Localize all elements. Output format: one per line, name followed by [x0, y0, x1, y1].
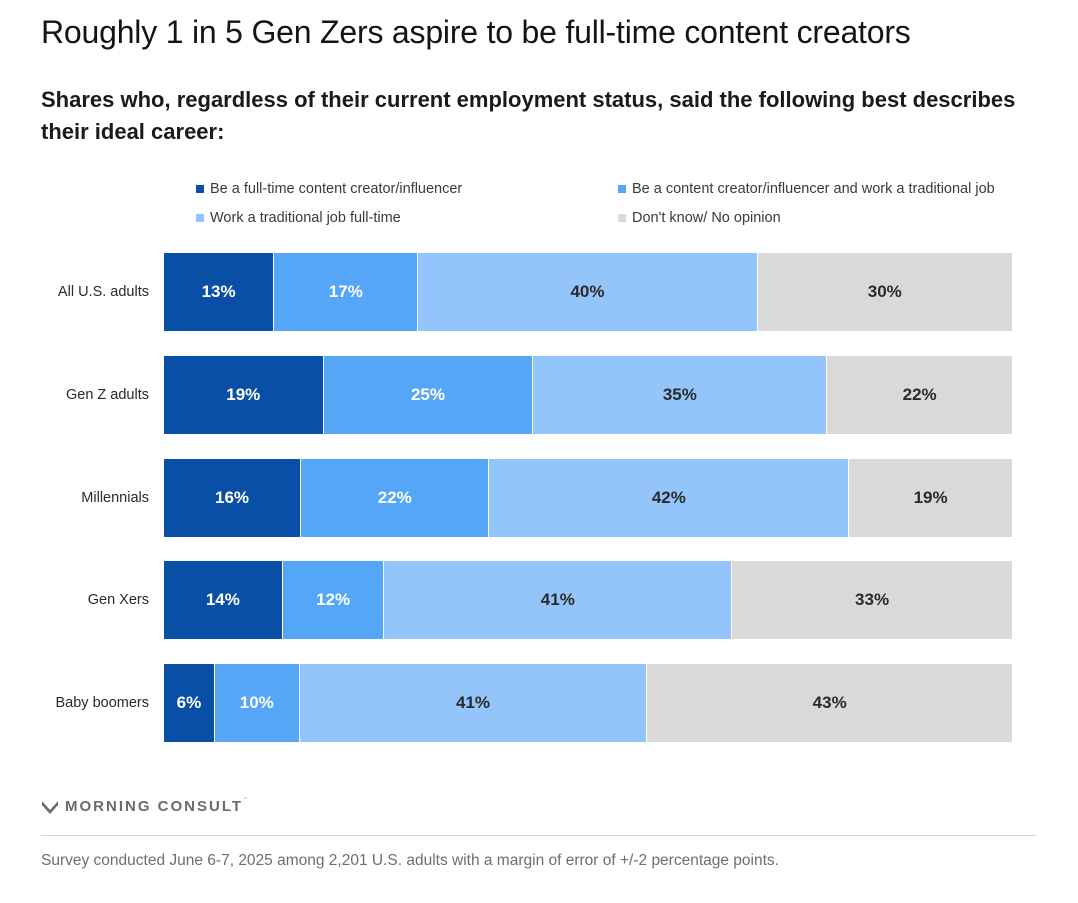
legend-swatch — [196, 185, 204, 193]
legend-item: Be a content creator/influencer and work… — [618, 181, 995, 197]
bar-segment: 42% — [489, 458, 850, 537]
bar-segment: 13% — [164, 253, 275, 331]
data-label: 35% — [662, 384, 697, 404]
morning-consult-logo-icon — [42, 800, 58, 814]
category-label: Millennials — [81, 489, 149, 506]
brand-name: MORNING CONSULT — [65, 798, 244, 815]
data-label: 42% — [651, 487, 686, 507]
bar-segment: 25% — [323, 355, 534, 434]
legend-label: Don't know/ No opinion — [632, 210, 781, 226]
data-label: 19% — [226, 384, 261, 404]
data-label: 22% — [902, 384, 937, 404]
legend-item: Be a full-time content creator/influence… — [196, 181, 462, 197]
bar-segment: 17% — [274, 253, 419, 331]
bar-segment: 12% — [282, 561, 385, 640]
bar-segment: 19% — [849, 458, 1012, 537]
bar-segment: 43% — [647, 664, 1012, 742]
category-label: Gen Z adults — [65, 386, 149, 403]
bar-segment: 41% — [299, 664, 648, 742]
category-label: All U.S. adults — [57, 284, 149, 300]
bar-segment: 35% — [533, 355, 828, 434]
bar-segment: 6% — [164, 664, 215, 742]
category-label: Baby boomers — [55, 695, 150, 711]
data-label: 25% — [410, 384, 445, 404]
bar-segment: 33% — [732, 561, 1012, 640]
brand-logo: MORNING CONSULT ° — [41, 797, 247, 815]
data-label: 41% — [540, 590, 575, 610]
bar-segment: 10% — [214, 664, 300, 742]
footer-divider — [41, 835, 1036, 836]
bar-segment: 22% — [827, 355, 1012, 434]
data-label: 19% — [913, 487, 948, 507]
bar-segment: 22% — [301, 458, 490, 537]
legend-label: Be a content creator/influencer and work… — [632, 181, 995, 197]
legend-swatch — [618, 185, 626, 193]
legend-label: Work a traditional job full-time — [210, 210, 401, 226]
bar-segment: 16% — [164, 458, 302, 537]
data-label: 43% — [812, 693, 847, 712]
data-label: 10% — [239, 693, 274, 712]
data-label: 17% — [328, 282, 363, 301]
category-label: Gen Xers — [87, 592, 149, 609]
legend: Be a full-time content creator/influence… — [196, 181, 1036, 231]
data-label: 16% — [215, 487, 250, 507]
brand-mark: ° — [244, 797, 247, 804]
legend-swatch — [196, 214, 204, 222]
data-label: 14% — [205, 590, 240, 610]
bar-segment: 40% — [418, 253, 758, 331]
bar-segment: 41% — [384, 561, 733, 640]
data-label: 13% — [201, 282, 236, 301]
bar-segment: 14% — [164, 561, 283, 640]
legend-item: Work a traditional job full-time — [196, 210, 401, 226]
chart-subtitle: Shares who, regardless of their current … — [41, 87, 1016, 144]
legend-item: Don't know/ No opinion — [618, 210, 781, 226]
data-label: 40% — [570, 282, 605, 301]
data-label: 12% — [316, 590, 351, 610]
data-label: 6% — [176, 693, 202, 712]
data-label: 30% — [867, 282, 902, 301]
footnote: Survey conducted June 6-7, 2025 among 2,… — [41, 852, 779, 869]
data-label: 41% — [455, 693, 491, 712]
bar-segment: 30% — [757, 253, 1012, 331]
legend-swatch — [618, 214, 626, 222]
legend-label: Be a full-time content creator/influence… — [210, 181, 463, 197]
data-label: 33% — [855, 590, 890, 610]
chart-title: Roughly 1 in 5 Gen Zers aspire to be ful… — [41, 14, 911, 50]
data-label: 22% — [377, 487, 412, 507]
bar-segment: 19% — [164, 355, 324, 434]
